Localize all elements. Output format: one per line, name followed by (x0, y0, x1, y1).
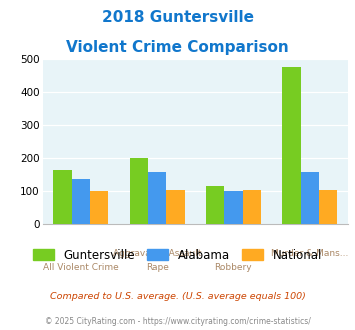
Text: Murder & Mans...: Murder & Mans... (271, 249, 348, 258)
Bar (72, 179, 90, 224)
Bar (53, 170, 72, 224)
Text: Compared to U.S. average. (U.S. average equals 100): Compared to U.S. average. (U.S. average … (50, 292, 305, 301)
Text: Rape: Rape (146, 263, 169, 272)
Text: © 2025 CityRating.com - https://www.cityrating.com/crime-statistics/: © 2025 CityRating.com - https://www.city… (45, 317, 310, 326)
Bar (282, 67, 301, 224)
Bar (90, 191, 108, 224)
Bar (166, 190, 185, 224)
Bar (301, 172, 319, 224)
Text: Aggravated Assault: Aggravated Assault (113, 249, 201, 258)
Bar (319, 190, 337, 224)
Bar (148, 172, 166, 224)
Bar (224, 191, 242, 224)
Text: 2018 Guntersville: 2018 Guntersville (102, 10, 253, 25)
Text: Violent Crime Comparison: Violent Crime Comparison (66, 40, 289, 54)
Bar (206, 186, 224, 224)
Bar (242, 190, 261, 224)
Legend: Guntersville, Alabama, National: Guntersville, Alabama, National (28, 244, 327, 266)
Bar (130, 158, 148, 224)
Text: Robbery: Robbery (215, 263, 252, 272)
Text: All Violent Crime: All Violent Crime (43, 263, 119, 272)
